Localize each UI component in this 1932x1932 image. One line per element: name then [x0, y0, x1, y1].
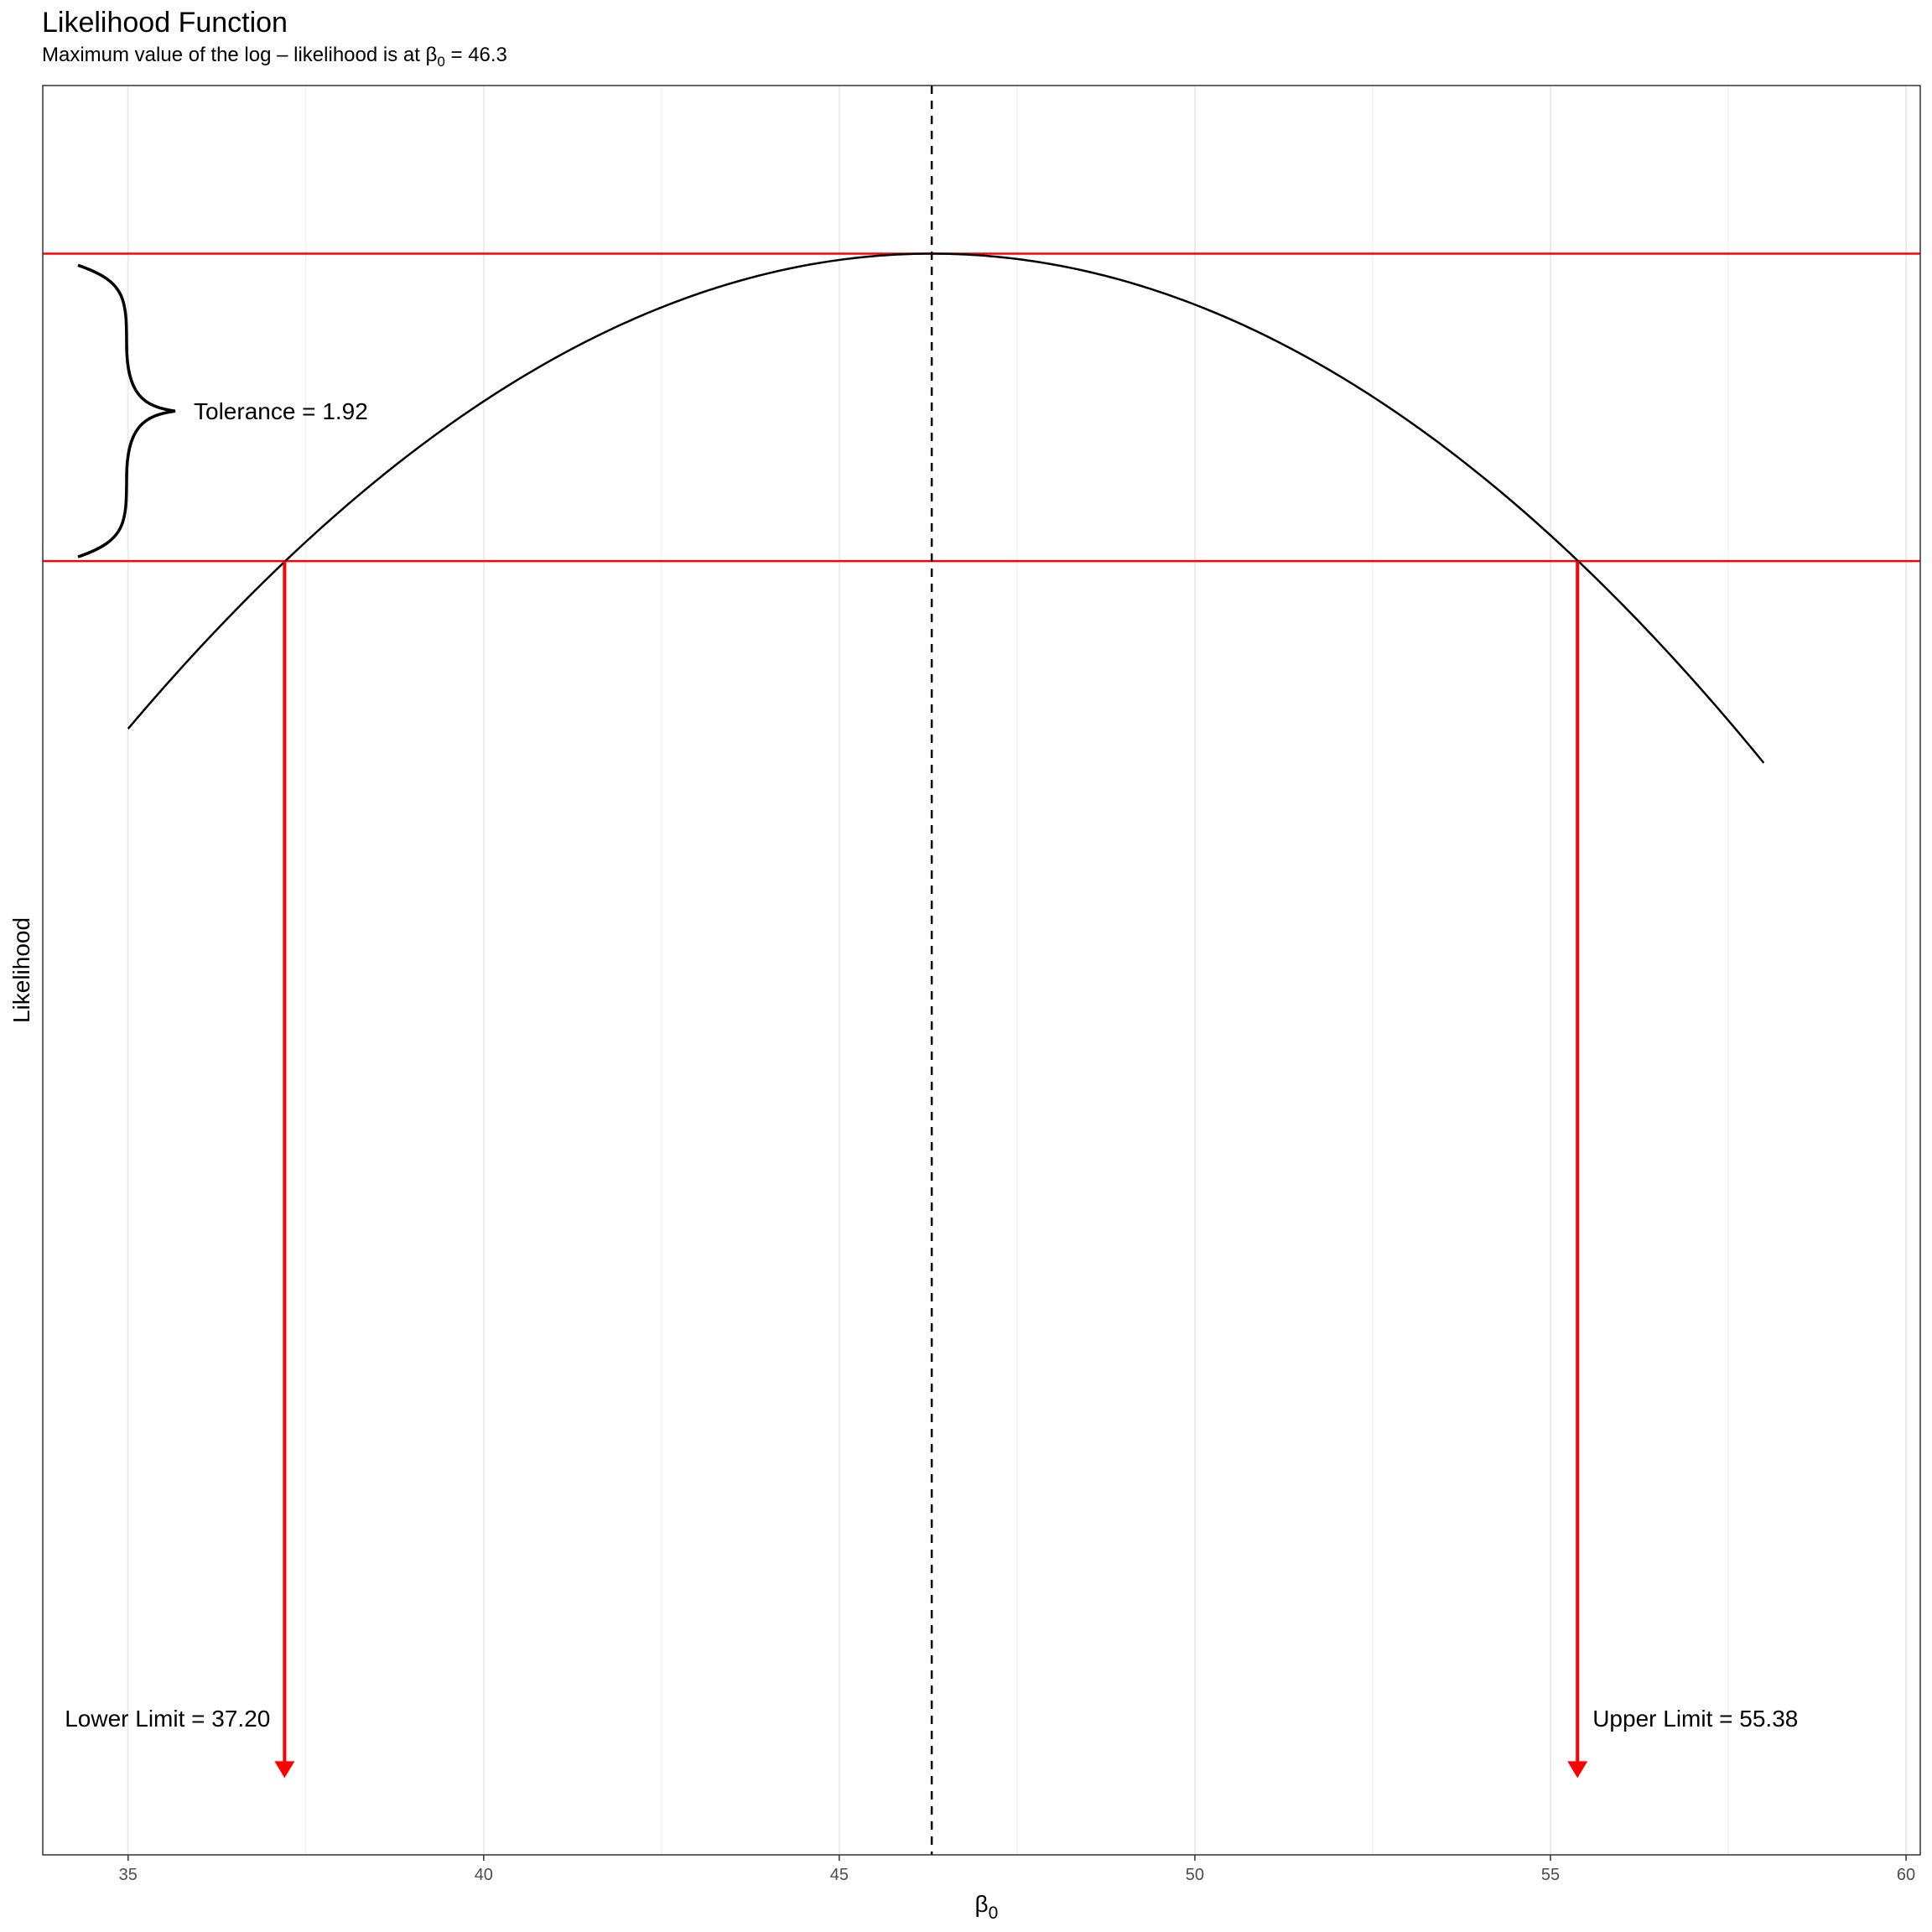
x-tick-label: 55 [1541, 1866, 1560, 1884]
panel-border [42, 85, 1921, 1856]
grid-layer [127, 86, 1908, 1855]
likelihood-curve [127, 252, 1765, 764]
curve-layer [127, 252, 1765, 764]
x-tick-label: 50 [1186, 1866, 1204, 1884]
x-axis-title: β0 [975, 1891, 999, 1923]
lower-limit-label: Lower Limit = 37.20 [65, 1706, 270, 1732]
x-tick-label: 40 [475, 1866, 493, 1884]
upper-limit-arrow-head [1567, 1761, 1588, 1779]
x-axis-title-subscript: 0 [989, 1903, 999, 1923]
reference-lines [43, 86, 1920, 1855]
tolerance-label: Tolerance = 1.92 [194, 398, 368, 424]
chart-subtitle: Maximum value of the log – likelihood is… [42, 44, 507, 70]
x-tick-label: 35 [119, 1866, 138, 1884]
x-tick-label: 45 [830, 1866, 849, 1884]
x-axis-title-symbol: β [975, 1891, 989, 1917]
chart-title: Likelihood Function [42, 7, 288, 39]
subtitle-prefix: Maximum value of the log – likelihood is… [42, 44, 438, 66]
subtitle-suffix: = 46.3 [444, 44, 507, 66]
subtitle-subscript: 0 [437, 53, 445, 70]
lower-limit-arrow-head [274, 1761, 295, 1779]
axis-layer: 35 40 45 50 55 60 [119, 1855, 1915, 1884]
tolerance-brace [77, 263, 176, 558]
y-axis-title: Likelihood [8, 917, 34, 1023]
annotation-layer [77, 263, 1588, 1779]
upper-limit-label: Upper Limit = 55.38 [1592, 1706, 1798, 1732]
x-tick-label: 60 [1897, 1866, 1915, 1884]
